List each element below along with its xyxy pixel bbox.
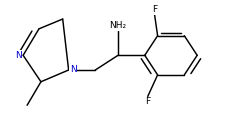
Text: N: N bbox=[15, 51, 22, 60]
Text: F: F bbox=[152, 5, 157, 14]
Text: F: F bbox=[145, 97, 150, 106]
Text: N: N bbox=[70, 66, 77, 74]
Text: NH₂: NH₂ bbox=[109, 21, 127, 30]
